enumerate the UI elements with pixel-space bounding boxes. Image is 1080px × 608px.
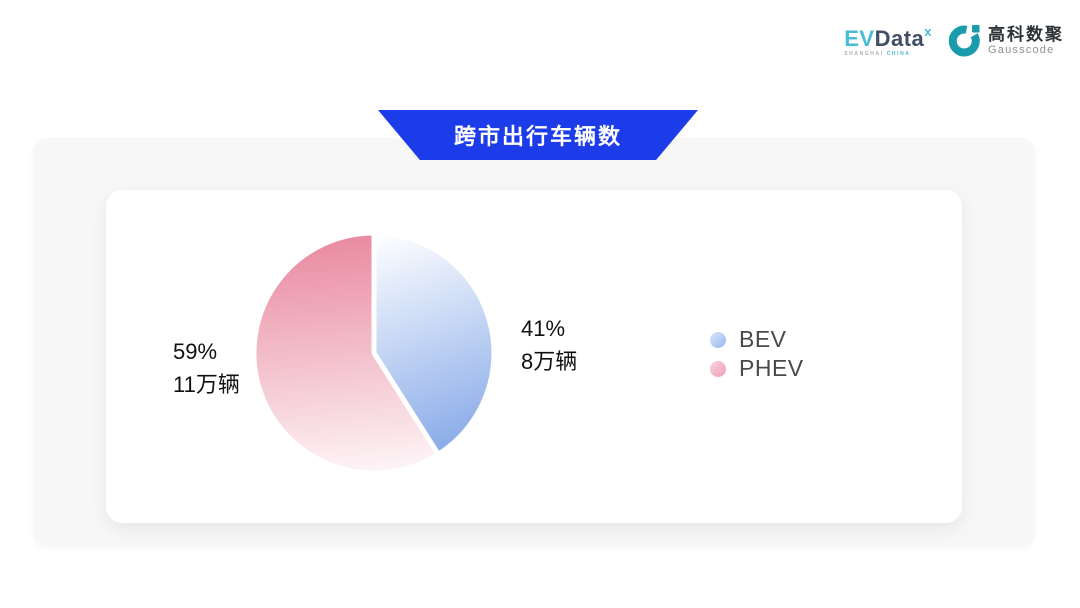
- pie-slice-phev[interactable]: [251, 230, 441, 476]
- legend: BEV PHEV: [710, 325, 804, 383]
- brand-logos: EVDatax SHANGHAI CHINA 高科数聚 Gausscode: [844, 24, 1064, 58]
- evdata-superscript: x: [924, 24, 932, 39]
- chart-title-banner: 跨市出行车辆数: [378, 110, 698, 160]
- evdata-wordmark: EVDatax: [844, 25, 932, 50]
- phev-count: 11万辆: [173, 372, 240, 397]
- pie-chart[interactable]: [106, 190, 962, 523]
- legend-marker-bev: [710, 331, 726, 348]
- legend-item-bev[interactable]: BEV: [710, 325, 804, 354]
- legend-item-phev[interactable]: PHEV: [710, 354, 804, 383]
- evdata-name: Data: [874, 26, 925, 51]
- content-panel: 59% 11万辆 41% 8万辆 BEV PHEV: [33, 138, 1035, 547]
- legend-marker-phev: [710, 360, 726, 377]
- slice-label-bev: 41% 8万辆: [521, 312, 577, 378]
- gausscode-icon: [948, 25, 980, 57]
- bev-percent: 41%: [521, 316, 566, 341]
- slice-label-phev: 59% 11万辆: [173, 335, 240, 401]
- chart-card: 59% 11万辆 41% 8万辆 BEV PHEV: [106, 190, 962, 523]
- gausscode-cn-name: 高科数聚: [988, 24, 1064, 44]
- legend-label-phev: PHEV: [739, 355, 804, 381]
- evdata-tagline: SHANGHAI CHINA: [844, 51, 911, 57]
- legend-label-bev: BEV: [739, 326, 787, 352]
- evdata-logo: EVDatax SHANGHAI CHINA: [844, 25, 932, 57]
- gausscode-logo: 高科数聚 Gausscode: [948, 24, 1064, 58]
- gausscode-en-name: Gausscode: [988, 44, 1055, 57]
- chart-title: 跨市出行车辆数: [453, 124, 622, 149]
- gausscode-text: 高科数聚 Gausscode: [988, 24, 1064, 57]
- bev-count: 8万辆: [521, 349, 578, 374]
- evdata-prefix: EV: [844, 26, 875, 51]
- phev-percent: 59%: [173, 339, 218, 364]
